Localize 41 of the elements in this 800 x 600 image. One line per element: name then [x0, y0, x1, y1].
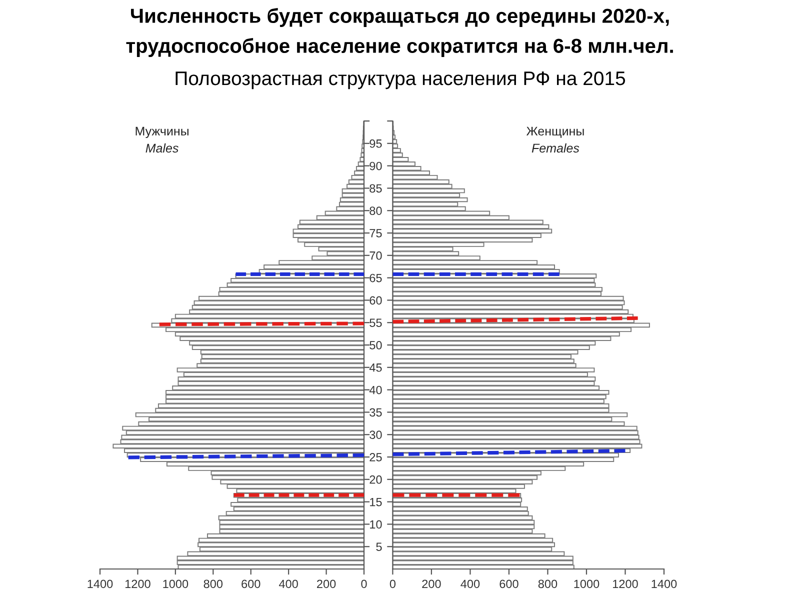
- y-tick-label: 10: [370, 520, 382, 529]
- y-tick-label: 20: [370, 475, 382, 484]
- x-tick-label: 1400: [652, 580, 677, 588]
- x-tick-label: 800: [204, 580, 223, 588]
- annotation: Males: [146, 143, 178, 153]
- x-tick-label: 1400: [88, 580, 113, 588]
- x-tick-label: 800: [538, 580, 558, 588]
- y-tick-label: 60: [370, 296, 382, 305]
- annotation: Женщины: [526, 126, 584, 138]
- x-tick-label: 200: [317, 580, 336, 588]
- y-tick-label: 30: [370, 430, 382, 439]
- y-tick-label: 65: [370, 274, 382, 282]
- x-tick-label: 1000: [574, 580, 600, 588]
- y-tick-label: 90: [370, 162, 382, 170]
- y-tick-label: 80: [370, 206, 382, 215]
- x-tick-label: 0: [390, 580, 396, 588]
- x-tick-label: 200: [422, 580, 441, 588]
- y-tick-label: 35: [370, 408, 382, 417]
- y-tick-label: 50: [370, 341, 382, 350]
- y-tick-label: 5: [376, 542, 382, 551]
- x-tick-label: 1000: [163, 580, 188, 588]
- x-tick-label: 400: [460, 580, 480, 588]
- y-tick-label: 70: [370, 251, 382, 260]
- chart-subtitle: Половозрастная структура населения РФ на 2015: [176, 71, 626, 90]
- annotation: Females: [532, 143, 580, 153]
- y-tick-label: 55: [370, 318, 382, 327]
- x-tick-label: 1200: [613, 580, 638, 588]
- y-tick-label: 25: [370, 453, 382, 462]
- x-tick-label: 0: [361, 580, 367, 588]
- x-tick-label: 600: [242, 580, 260, 588]
- annotation: Мужчины: [136, 126, 188, 138]
- x-tick-label: 600: [500, 580, 518, 588]
- y-tick-label: 45: [369, 364, 382, 372]
- x-tick-label: 1200: [125, 580, 150, 588]
- y-tick-label: 95: [370, 139, 382, 148]
- y-tick-label: 40: [369, 386, 382, 394]
- y-tick-label: 85: [370, 184, 382, 193]
- y-tick-label: 75: [370, 229, 382, 238]
- x-tick-label: 400: [278, 580, 298, 588]
- y-tick-label: 15: [370, 498, 382, 506]
- chart-title: Численность будет сокращаться до середины 2020-х, трудоспособное население сократится на 6-8 млн.чел.: [126, 8, 673, 57]
